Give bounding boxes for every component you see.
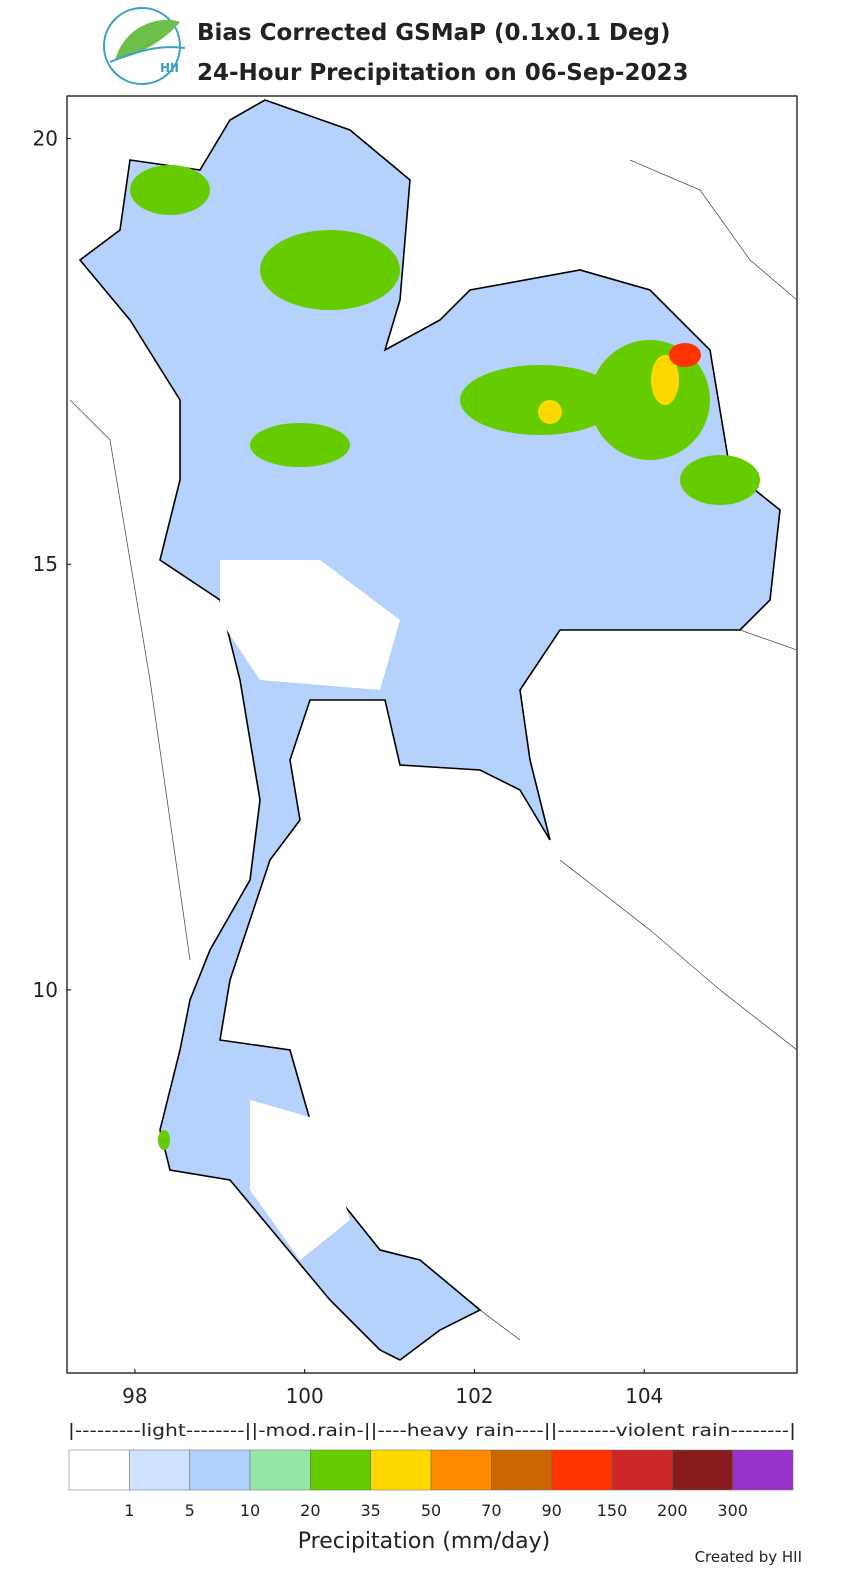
colorbar-tick-label: 200 (657, 1501, 688, 1520)
colorbar-box (672, 1449, 733, 1491)
colorbar-box (129, 1449, 190, 1491)
colorbar-tick-label: 5 (185, 1501, 195, 1520)
rain-patch (669, 343, 701, 367)
colorbar-tick-label: 35 (360, 1501, 380, 1520)
dry-area (220, 560, 400, 690)
colorbar-box (491, 1449, 552, 1491)
rain-patch (538, 400, 562, 424)
colorbar-box (551, 1449, 613, 1491)
neighbor-borders (69, 159, 798, 1341)
title-line: 24-Hour Precipitation on 06-Sep-2023 (197, 60, 689, 86)
rain-patch (680, 455, 760, 505)
colorbar-tick-label: 1 (124, 1501, 134, 1520)
colorbar-box (249, 1449, 311, 1491)
x-tick-label: 102 (455, 1384, 493, 1408)
x-tick-label: 104 (625, 1384, 663, 1408)
coast-line (69, 399, 191, 961)
dry-area (250, 1100, 350, 1260)
rain-patch (260, 230, 400, 310)
y-tick-label: 10 (33, 978, 58, 1002)
y-tick-label: 20 (33, 127, 58, 151)
colorbar-box (611, 1449, 673, 1491)
y-tick-label: 15 (33, 552, 58, 576)
rain-patch (590, 340, 710, 460)
logo-text: HII (160, 61, 179, 75)
logo-wave (109, 46, 186, 63)
x-tick-label: 100 (286, 1384, 324, 1408)
logo-leaf (115, 19, 180, 60)
rain-patch (460, 365, 620, 435)
colorbar-box (310, 1449, 371, 1491)
x-tick-label: 98 (122, 1384, 147, 1408)
colorbar-box (68, 1449, 130, 1491)
colorbar-tick-label: 300 (717, 1501, 748, 1520)
colorbar-tick-label: 50 (421, 1501, 441, 1520)
rain-patch (130, 165, 210, 215)
title-line: Bias Corrected GSMaP (0.1x0.1 Deg) (197, 20, 671, 46)
legend-classes: |---------light--------||-mod.rain-||---… (68, 1421, 796, 1441)
colorbar-box (430, 1449, 492, 1491)
border-line (479, 1309, 521, 1341)
rain-patches (130, 165, 760, 1260)
colorbar-tick-label: 70 (481, 1501, 501, 1520)
colorbar-tick-label: 10 (240, 1501, 260, 1520)
logo: HII (103, 7, 186, 85)
logo-ring (103, 7, 181, 85)
colorbar-tick-label: 20 (300, 1501, 320, 1520)
rain-patch (158, 1130, 170, 1150)
colorbar-box (370, 1449, 432, 1491)
colorbar-box (732, 1449, 794, 1491)
rain-patch (651, 355, 679, 405)
coast-line (559, 859, 798, 1051)
rain-patch (250, 423, 350, 467)
colorbar-tick-label: 90 (541, 1501, 561, 1520)
axis-ticks: 98 100 102 104 10 15 20 (33, 127, 664, 1408)
colorbar: 1 5 10 20 35 50 70 90 150 200 300 (68, 1449, 794, 1520)
colorbar-tick-label: 150 (597, 1501, 628, 1520)
colorbar-box (189, 1449, 251, 1491)
credit: Created by HII (695, 1548, 802, 1566)
border-line (629, 159, 798, 301)
border-line (739, 629, 798, 651)
colorbar-label: Precipitation (mm/day) (298, 1529, 550, 1554)
